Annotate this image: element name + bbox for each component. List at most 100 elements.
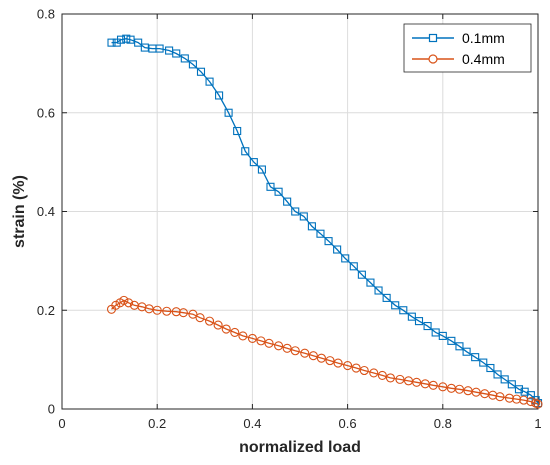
- data-point: [399, 306, 408, 315]
- legend-entry-1: 0.4mm: [412, 51, 505, 67]
- data-point: [462, 347, 471, 356]
- data-point: [324, 237, 333, 246]
- series-line: [111, 299, 539, 405]
- x-tick-label: 0.8: [434, 416, 452, 431]
- y-tick-label: 0.6: [37, 105, 55, 120]
- data-point: [325, 356, 335, 366]
- data-point: [256, 336, 266, 346]
- data-point: [374, 286, 383, 295]
- data-point: [247, 333, 257, 343]
- data-point: [249, 158, 258, 167]
- data-point: [495, 392, 505, 402]
- data-point: [274, 341, 284, 351]
- data-point: [283, 197, 292, 206]
- data-point: [359, 365, 369, 376]
- data-point: [126, 35, 135, 44]
- data-point: [407, 312, 416, 321]
- data-point: [471, 387, 481, 397]
- y-tick-label: 0: [48, 402, 55, 417]
- data-point: [172, 49, 181, 58]
- data-point: [221, 324, 231, 334]
- data-point: [507, 380, 516, 389]
- y-tick-label: 0.2: [37, 303, 55, 318]
- data-point: [369, 368, 379, 378]
- legend-marker-square-icon: [428, 33, 438, 43]
- data-point: [107, 38, 116, 47]
- data-point: [180, 54, 189, 63]
- data-point: [171, 307, 181, 317]
- data-point: [230, 327, 240, 338]
- x-tick-label: 0: [58, 416, 65, 431]
- data-point: [486, 363, 495, 373]
- data-point: [357, 270, 366, 279]
- legend-marker-circle-icon: [428, 54, 438, 64]
- data-point: [455, 342, 464, 351]
- data-point: [479, 358, 488, 367]
- data-point: [299, 212, 308, 221]
- data-point: [471, 353, 480, 362]
- data-point: [366, 278, 375, 287]
- data-point: [188, 60, 197, 69]
- data-point: [533, 399, 543, 409]
- data-point: [205, 77, 214, 86]
- data-point: [454, 384, 465, 394]
- legend: 0.1mm 0.4mm: [403, 23, 532, 73]
- series-group: [106, 34, 543, 409]
- data-point: [316, 353, 326, 363]
- data-point: [514, 385, 524, 394]
- data-point: [155, 44, 164, 53]
- data-point: [291, 207, 300, 216]
- y-tick-label: 0.4: [37, 204, 55, 219]
- data-point: [351, 363, 361, 373]
- data-point: [382, 293, 391, 302]
- grid: [62, 14, 538, 409]
- x-tick-label: 0.2: [148, 416, 166, 431]
- data-point: [412, 377, 422, 387]
- data-point: [414, 317, 424, 326]
- data-point: [274, 187, 283, 196]
- data-point: [438, 331, 447, 340]
- data-point: [395, 374, 405, 384]
- data-point: [134, 38, 143, 47]
- data-point: [205, 316, 215, 326]
- data-point: [377, 370, 387, 380]
- data-point: [238, 331, 248, 341]
- data-point: [257, 165, 266, 174]
- data-point: [500, 375, 509, 384]
- data-point: [140, 43, 149, 52]
- legend-label-0: 0.1mm: [462, 30, 505, 46]
- data-point: [349, 262, 358, 271]
- data-point: [116, 35, 126, 44]
- data-point: [447, 336, 456, 345]
- x-tick-label: 1: [534, 416, 541, 431]
- data-point: [224, 108, 233, 117]
- x-tick-label: 0.6: [339, 416, 357, 431]
- axis-ticks: 0 0.2 0.4 0.6 0.8 1 0 0.2 0.4 0.6 0.8: [37, 7, 542, 432]
- legend-label-1: 0.4mm: [462, 51, 505, 67]
- data-point: [124, 298, 134, 308]
- data-point: [512, 394, 522, 404]
- data-point: [493, 370, 502, 379]
- data-point: [308, 351, 318, 361]
- legend-box: [403, 23, 532, 73]
- series-line: [111, 38, 539, 404]
- data-point: [122, 34, 131, 43]
- x-axis-title: normalized load: [239, 439, 361, 456]
- y-axis-title: strain (%): [11, 175, 28, 248]
- data-point: [488, 390, 498, 400]
- data-point: [282, 343, 292, 353]
- data-point: [264, 338, 274, 348]
- data-point: [343, 360, 353, 371]
- data-point: [307, 222, 316, 231]
- data-point: [385, 373, 395, 383]
- data-point: [152, 305, 162, 315]
- data-point: [178, 308, 188, 318]
- data-point: [213, 320, 223, 330]
- data-point: [504, 393, 514, 403]
- data-point: [423, 321, 432, 331]
- data-point: [316, 229, 325, 238]
- data-point: [215, 91, 224, 100]
- data-point: [195, 313, 205, 323]
